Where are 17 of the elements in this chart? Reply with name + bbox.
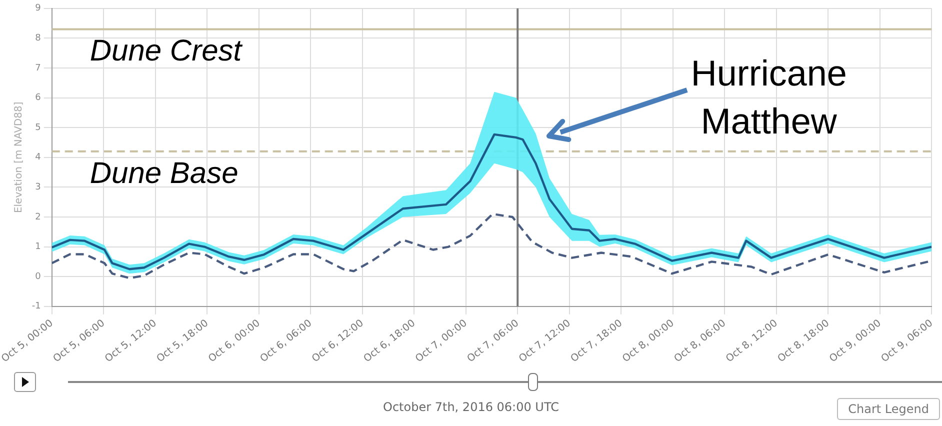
ref-line-label: Dune Base [90, 156, 238, 190]
y-tick-label: 4 [35, 152, 42, 163]
y-tick-label: 9 [35, 4, 42, 14]
y-tick-label: 1 [35, 242, 41, 252]
y-tick-label: 3 [35, 182, 41, 193]
y-tick-label: 5 [35, 122, 41, 133]
y-tick-label: 7 [35, 63, 41, 74]
y-axis-title: Elevation [m NAVD88] [13, 102, 24, 214]
ref-line-label: Dune Crest [90, 34, 244, 68]
text: Chart Legend [837, 398, 940, 420]
y-tick-label: 6 [35, 93, 42, 104]
annotation: Hurricane Matthew [690, 52, 847, 142]
y-tick-label: 8 [35, 34, 42, 44]
y-tick-label: -1 [32, 302, 41, 312]
y-tick-label: 0 [35, 272, 42, 282]
y-tick-label: 2 [35, 212, 41, 222]
text: October 7th, 2016 06:00 UTC [383, 400, 559, 414]
